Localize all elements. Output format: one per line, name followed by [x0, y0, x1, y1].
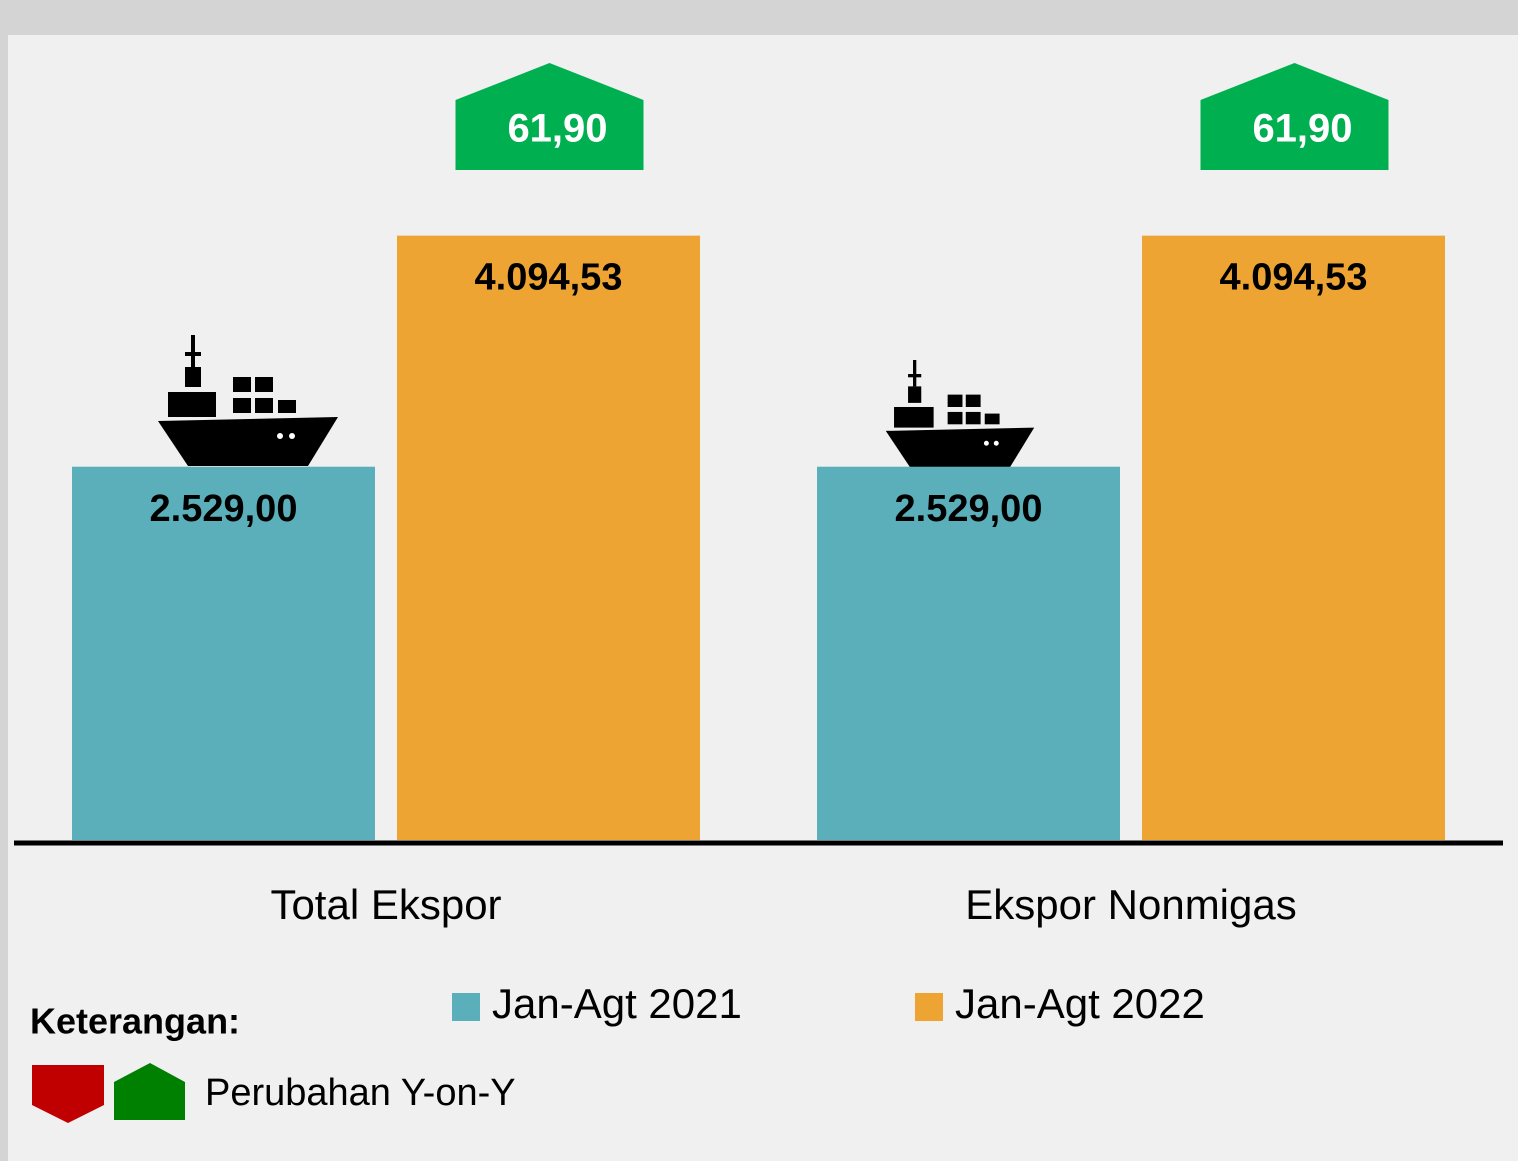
value-label: 2.529,00	[150, 488, 298, 530]
x-tick-label: Total Ekspor	[270, 881, 501, 928]
yoy-badge	[455, 63, 644, 170]
x-tick-label: Ekspor Nonmigas	[965, 881, 1296, 928]
legend-note: Perubahan Y-on-Y	[205, 1072, 516, 1114]
yoy-label: 61,90	[507, 107, 607, 151]
legend-label: Jan-Agt 2022	[955, 980, 1205, 1027]
legend-title: Keterangan:	[30, 1001, 240, 1042]
bar	[397, 235, 700, 841]
value-label: 2.529,00	[895, 488, 1043, 530]
value-label: 4.094,53	[475, 257, 623, 299]
bar	[72, 466, 375, 840]
increase-icon	[114, 1063, 185, 1120]
yoy-label: 61,90	[1252, 107, 1352, 151]
bar	[817, 466, 1120, 840]
legend-swatch	[452, 993, 480, 1021]
bar	[1142, 235, 1445, 841]
yoy-badge	[1200, 63, 1389, 170]
legend-swatch	[915, 993, 943, 1021]
legend-label: Jan-Agt 2021	[492, 980, 742, 1027]
value-label: 4.094,53	[1220, 257, 1368, 299]
decrease-icon	[32, 1065, 104, 1123]
